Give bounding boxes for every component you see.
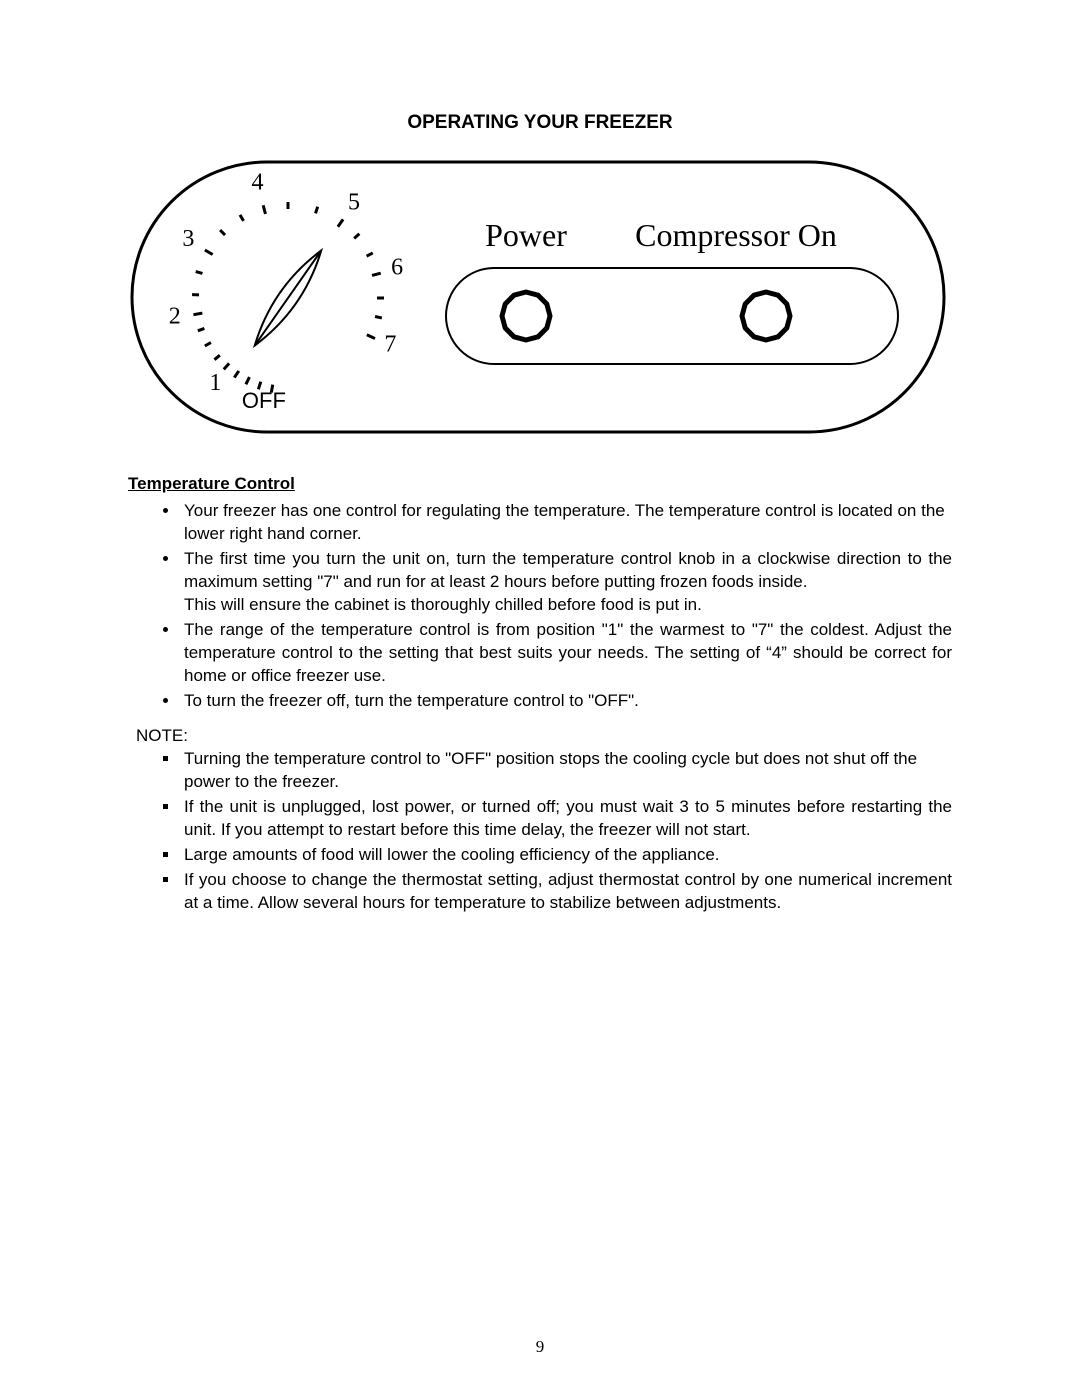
document-page: OPERATING YOUR FREEZER OFF 1 2 3 4 5 6 7 Power Co… — [0, 0, 1080, 1397]
list-item: If the unit is unplugged, lost power, or… — [180, 796, 952, 842]
indicator-label: Compressor On — [635, 217, 837, 253]
dial-tick — [316, 207, 318, 214]
dial-label: 5 — [348, 189, 360, 215]
indicator-label: Power — [485, 217, 567, 253]
section-heading: Temperature Control — [128, 474, 952, 494]
bullet-list: Your freezer has one control for regulat… — [128, 500, 952, 712]
list-item: To turn the freezer off, turn the temper… — [180, 690, 952, 713]
list-item: The range of the temperature control is … — [180, 619, 952, 688]
dial-tick — [196, 272, 203, 274]
note-list: Turning the temperature control to "OFF"… — [128, 748, 952, 915]
note-label: NOTE: — [136, 726, 952, 746]
list-item: The first time you turn the unit on, tur… — [180, 548, 952, 617]
dial-label: 2 — [169, 303, 181, 329]
dial-label: 3 — [182, 226, 194, 252]
dial-label: 6 — [391, 254, 403, 280]
page-number: 9 — [0, 1337, 1080, 1357]
control-panel-svg: OFF 1 2 3 4 5 6 7 Power Compressor On — [128, 158, 948, 438]
dial-label: OFF — [242, 388, 286, 413]
list-item: Your freezer has one control for regulat… — [180, 500, 952, 546]
list-item: Large amounts of food will lower the coo… — [180, 844, 952, 867]
dial-label: 7 — [384, 331, 396, 357]
dial-label: 1 — [209, 370, 221, 396]
dial-tick — [193, 313, 202, 315]
list-item: Turning the temperature control to "OFF"… — [180, 748, 952, 794]
page-title: OPERATING YOUR FREEZER — [128, 112, 952, 134]
dial-label: 4 — [251, 170, 263, 196]
list-item: If you choose to change the thermostat s… — [180, 869, 952, 915]
control-panel-figure: OFF 1 2 3 4 5 6 7 Power Compressor On — [128, 158, 948, 438]
dial-tick — [375, 317, 382, 318]
